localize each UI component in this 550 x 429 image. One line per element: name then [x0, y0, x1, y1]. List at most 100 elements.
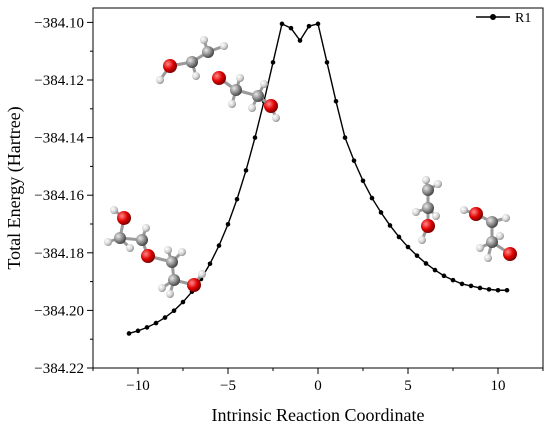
data-point	[333, 99, 339, 104]
data-point	[486, 287, 492, 292]
atom-hydrogen	[434, 180, 442, 188]
atom-carbon	[230, 84, 242, 96]
atom-oxygen	[503, 247, 517, 261]
atom-hydrogen	[476, 244, 484, 252]
atom-hydrogen	[198, 270, 206, 278]
molecule-right-pair	[412, 176, 517, 262]
data-point	[423, 261, 429, 266]
atom-hydrogen	[228, 100, 236, 108]
data-point	[495, 287, 501, 293]
atom-carbon	[136, 234, 148, 246]
data-point	[288, 25, 294, 31]
data-point	[324, 60, 330, 65]
data-point	[504, 287, 510, 293]
atom-hydrogen	[460, 206, 468, 214]
data-point	[243, 168, 249, 173]
x-tick-label: 0	[314, 378, 322, 394]
atom-hydrogen	[200, 36, 208, 44]
legend-r1-label: R1	[515, 11, 531, 26]
atom-hydrogen	[272, 114, 280, 122]
atom-hydrogen	[496, 232, 504, 240]
legend-r1-marker	[490, 14, 496, 20]
data-point	[162, 315, 168, 320]
x-axis-ticks: −10 −5 0 5 10	[92, 368, 544, 394]
atom-carbon	[486, 236, 498, 248]
atom-hydrogen	[158, 284, 166, 292]
atom-carbon	[168, 274, 180, 286]
atom-oxygen	[421, 219, 435, 233]
atom-hydrogen	[178, 248, 186, 256]
data-point	[225, 221, 231, 227]
data-point	[126, 331, 132, 336]
atom-hydrogen	[236, 74, 244, 82]
data-point	[396, 234, 402, 240]
series-r1-points	[126, 21, 510, 336]
atom-oxygen	[187, 278, 201, 292]
y-tick-label: −384.16	[34, 188, 84, 204]
y-tick-label: −384.10	[34, 15, 84, 31]
y-tick-label: −384.20	[34, 303, 84, 319]
data-point	[171, 308, 177, 313]
data-point	[378, 210, 384, 215]
plot-frame	[92, 7, 544, 369]
atom-hydrogen	[104, 238, 112, 246]
atom-hydrogen	[432, 212, 440, 220]
atom-hydrogen	[412, 208, 420, 216]
data-point	[450, 277, 456, 283]
data-point	[216, 243, 222, 248]
atom-oxygen	[163, 59, 177, 73]
y-axis-ticks: −384.10 −384.12 −384.14 −384.16 −384.18 −384.…	[34, 15, 93, 377]
y-tick-label: −384.12	[34, 73, 84, 89]
atom-hydrogen	[164, 246, 172, 254]
data-point	[360, 178, 366, 184]
data-point	[252, 135, 258, 140]
atom-hydrogen	[166, 290, 174, 298]
atom-oxygen	[469, 207, 483, 221]
atom-hydrogen	[418, 236, 426, 244]
series-r1-line	[128, 22, 507, 335]
atom-carbon	[422, 184, 434, 196]
atom-hydrogen	[126, 244, 134, 252]
y-tick-label: −384.18	[34, 246, 84, 262]
data-point	[270, 60, 276, 65]
atom-carbon	[186, 56, 198, 68]
data-point	[315, 21, 321, 27]
y-axis-title: Total Energy (Hartree)	[4, 106, 25, 269]
x-tick-label: −5	[220, 378, 236, 394]
atom-oxygen	[264, 99, 278, 113]
data-point	[144, 325, 150, 330]
atom-oxygen	[141, 249, 155, 263]
data-point	[351, 158, 357, 163]
data-point	[414, 253, 420, 258]
data-point	[468, 283, 474, 289]
x-axis-title: Intrinsic Reaction Coordinate	[212, 405, 425, 425]
data-point	[387, 223, 393, 228]
x-tick-label: −10	[126, 378, 149, 394]
data-point	[459, 281, 465, 287]
atom-hydrogen	[484, 254, 492, 262]
data-point	[369, 195, 375, 201]
atom-carbon	[114, 232, 126, 244]
molecule-lower-left	[104, 206, 206, 298]
atom-hydrogen	[110, 206, 118, 214]
x-tick-label: 5	[404, 378, 412, 394]
atom-carbon	[486, 216, 498, 228]
atom-hydrogen	[422, 176, 430, 184]
data-point	[180, 299, 186, 305]
atom-carbon	[252, 90, 264, 102]
data-point	[306, 23, 312, 29]
atom-carbon	[166, 256, 178, 268]
atom-hydrogen	[248, 104, 256, 112]
molecule-upper-left	[156, 36, 280, 122]
x-tick-label: 10	[491, 378, 506, 394]
data-point	[432, 267, 438, 273]
data-point	[342, 135, 348, 140]
atom-hydrogen	[260, 80, 268, 88]
y-tick-label: −384.14	[34, 131, 84, 147]
y-tick-label: −384.22	[34, 361, 84, 377]
atom-oxygen	[212, 71, 226, 85]
atom-hydrogen	[192, 72, 200, 80]
data-point	[207, 261, 213, 267]
data-point	[405, 244, 411, 250]
